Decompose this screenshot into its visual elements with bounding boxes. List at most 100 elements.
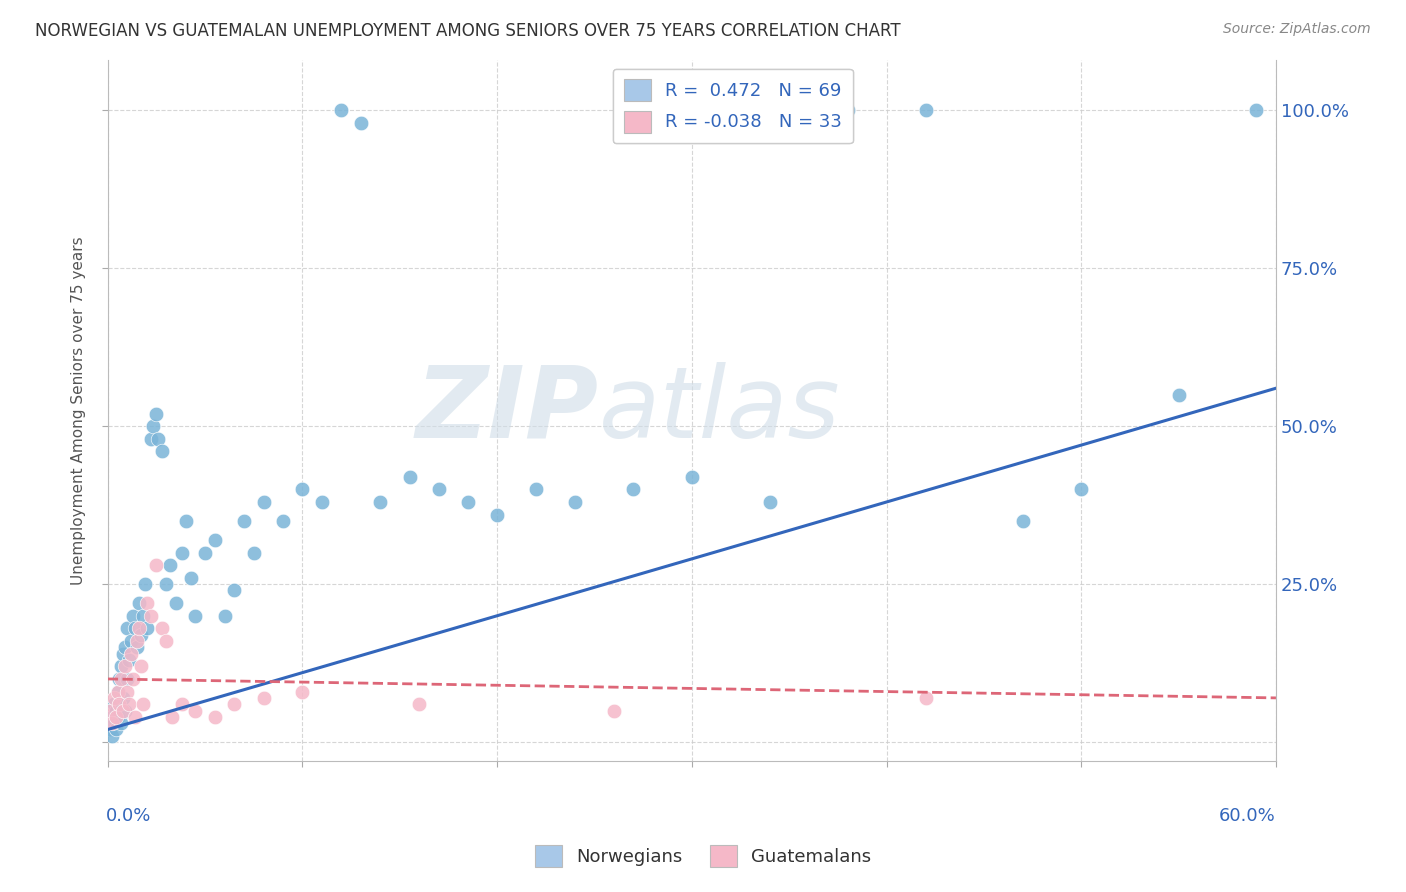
- Point: [330, 103, 353, 117]
- Point: [233, 514, 256, 528]
- Point: [100, 729, 122, 743]
- Point: [1167, 387, 1189, 401]
- Point: [170, 545, 193, 559]
- Text: ZIP: ZIP: [415, 362, 599, 458]
- Point: [100, 716, 122, 731]
- Point: [370, 495, 392, 509]
- Point: [184, 608, 207, 623]
- Point: [145, 558, 167, 573]
- Point: [170, 697, 193, 711]
- Point: [98, 723, 121, 737]
- Point: [112, 690, 135, 705]
- Point: [122, 672, 145, 686]
- Point: [128, 621, 150, 635]
- Point: [204, 710, 226, 724]
- Point: [486, 508, 509, 522]
- Point: [118, 697, 141, 711]
- Point: [155, 577, 177, 591]
- Point: [110, 672, 132, 686]
- Point: [311, 495, 333, 509]
- Point: [129, 628, 152, 642]
- Point: [914, 103, 936, 117]
- Point: [103, 716, 125, 731]
- Point: [564, 495, 586, 509]
- Point: [291, 483, 314, 497]
- Point: [174, 514, 197, 528]
- Text: 60.0%: 60.0%: [1219, 806, 1277, 825]
- Point: [98, 704, 121, 718]
- Point: [159, 558, 181, 573]
- Text: atlas: atlas: [599, 362, 839, 458]
- Point: [114, 659, 136, 673]
- Point: [160, 710, 183, 724]
- Point: [141, 419, 163, 434]
- Point: [124, 710, 146, 724]
- Point: [110, 659, 132, 673]
- Point: [115, 621, 138, 635]
- Point: [103, 690, 125, 705]
- Point: [115, 684, 138, 698]
- Text: NORWEGIAN VS GUATEMALAN UNEMPLOYMENT AMONG SENIORS OVER 75 YEARS CORRELATION CHA: NORWEGIAN VS GUATEMALAN UNEMPLOYMENT AMO…: [35, 22, 901, 40]
- Point: [1011, 514, 1033, 528]
- Point: [107, 684, 129, 698]
- Point: [125, 634, 148, 648]
- Point: [107, 684, 129, 698]
- Point: [107, 710, 129, 724]
- Point: [108, 697, 131, 711]
- Point: [603, 704, 626, 718]
- Point: [243, 545, 266, 559]
- Point: [139, 432, 162, 446]
- Point: [118, 653, 141, 667]
- Point: [108, 672, 131, 686]
- Point: [112, 647, 135, 661]
- Point: [132, 608, 155, 623]
- Point: [524, 483, 547, 497]
- Point: [150, 444, 173, 458]
- Point: [184, 704, 207, 718]
- Point: [120, 647, 142, 661]
- Point: [194, 545, 217, 559]
- Point: [623, 483, 645, 497]
- Point: [120, 634, 142, 648]
- Text: 0.0%: 0.0%: [105, 806, 152, 825]
- Point: [108, 697, 131, 711]
- Point: [914, 690, 936, 705]
- Point: [837, 103, 859, 117]
- Point: [124, 621, 146, 635]
- Point: [129, 659, 152, 673]
- Point: [110, 716, 132, 731]
- Point: [271, 514, 294, 528]
- Point: [128, 596, 150, 610]
- Point: [104, 704, 127, 718]
- Point: [145, 407, 167, 421]
- Point: [224, 583, 246, 598]
- Point: [135, 596, 157, 610]
- Point: [204, 533, 226, 547]
- Point: [681, 469, 703, 483]
- Text: Source: ZipAtlas.com: Source: ZipAtlas.com: [1223, 22, 1371, 37]
- Point: [103, 697, 125, 711]
- Point: [122, 608, 145, 623]
- Point: [291, 684, 314, 698]
- Point: [224, 697, 246, 711]
- Point: [114, 704, 136, 718]
- Point: [115, 672, 138, 686]
- Point: [398, 469, 420, 483]
- Point: [135, 621, 157, 635]
- Point: [180, 571, 202, 585]
- Point: [150, 621, 173, 635]
- Point: [112, 704, 135, 718]
- Point: [252, 690, 274, 705]
- Point: [457, 495, 479, 509]
- Point: [1246, 103, 1268, 117]
- Point: [139, 608, 162, 623]
- Point: [214, 608, 236, 623]
- Point: [114, 640, 136, 655]
- Point: [100, 710, 122, 724]
- Point: [1070, 483, 1092, 497]
- Point: [132, 697, 155, 711]
- Point: [104, 723, 127, 737]
- Y-axis label: Unemployment Among Seniors over 75 years: Unemployment Among Seniors over 75 years: [72, 236, 86, 584]
- Point: [350, 116, 373, 130]
- Point: [155, 634, 177, 648]
